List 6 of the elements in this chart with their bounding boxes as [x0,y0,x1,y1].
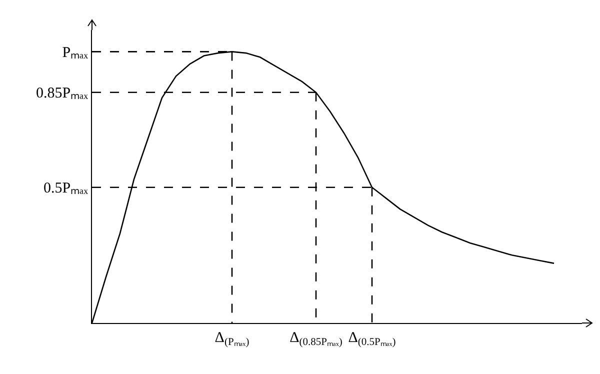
x-tick-label: Δ$_{(0.85Pₘₐₓ)}$ [290,330,343,348]
x-tick-label: Δ$_{(Pₘₐₓ)}$ [214,330,250,348]
y-tick-label: 0.85Pₘₐₓ [36,86,89,102]
y-tick-label: Pₘₐₓ [62,44,89,61]
y-tick-label: 0.5Pₘₐₓ [43,180,89,197]
x-tick-label: Δ$_{(0.5Pₘₐₓ)}$ [348,330,396,348]
